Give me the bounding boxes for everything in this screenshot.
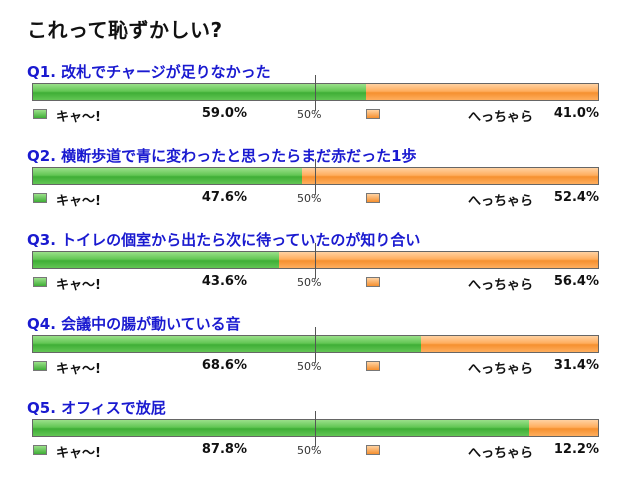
midpoint-tick [315, 411, 316, 447]
legend-swatch-no [366, 445, 380, 455]
value-label-yes: 59.0% [201, 106, 247, 121]
legend-swatch-yes [33, 445, 47, 455]
bar-segment-yes [33, 84, 366, 100]
question-block: Q4. 会議中の腸が動いている音キャ〜! 68.6% 50% へっちゃら 31.4% [27, 313, 602, 399]
midpoint-label: 50% [297, 444, 322, 457]
midpoint-label: 50% [297, 360, 322, 373]
question-label: Q1. 改札でチャージが足りなかった [27, 63, 271, 81]
midpoint-tick [315, 243, 316, 279]
legend-swatch-no [366, 361, 380, 371]
midpoint-tick [315, 75, 316, 111]
question-label: Q4. 会議中の腸が動いている音 [27, 315, 241, 333]
value-label-yes: 87.8% [201, 442, 247, 457]
legend-row: キャ〜! 87.8% 50% へっちゃら 12.2% [27, 441, 602, 461]
question-label: Q3. トイレの個室から出たら次に待っていたのが知り合い [27, 231, 421, 249]
legend-label-no: へっちゃら [468, 110, 534, 125]
bar-segment-no [279, 252, 598, 268]
bar-segment-no [529, 420, 598, 436]
bar-segment-yes [33, 420, 529, 436]
value-label-no: 12.2% [553, 442, 599, 457]
bar-segment-yes [33, 168, 302, 184]
legend-label-yes: キャ〜! [56, 110, 101, 125]
legend-label-yes: キャ〜! [56, 194, 101, 209]
legend-swatch-yes [33, 193, 47, 203]
legend-swatch-yes [33, 277, 47, 287]
midpoint-label: 50% [297, 192, 322, 205]
legend-label-no: へっちゃら [468, 194, 534, 209]
midpoint-label: 50% [297, 276, 322, 289]
legend-label-no: へっちゃら [468, 278, 534, 293]
question-block: Q2. 横断歩道で青に変わったと思ったらまだ赤だった1歩キャ〜! 47.6% 50%… [27, 145, 602, 231]
midpoint-tick [315, 327, 316, 363]
legend-swatch-no [366, 193, 380, 203]
legend-swatch-yes [33, 109, 47, 119]
bar-segment-yes [33, 252, 279, 268]
question-block: Q5. オフィスで放屁キャ〜! 87.8% 50% へっちゃら 12.2% [27, 397, 602, 483]
value-label-no: 31.4% [553, 358, 599, 373]
legend-row: キャ〜! 59.0% 50% へっちゃら 41.0% [27, 105, 602, 125]
legend-row: キャ〜! 68.6% 50% へっちゃら 31.4% [27, 357, 602, 377]
question-label: Q2. 横断歩道で青に変わったと思ったらまだ赤だった1歩 [27, 147, 417, 165]
stacked-bar [32, 251, 599, 269]
legend-row: キャ〜! 47.6% 50% へっちゃら 52.4% [27, 189, 602, 209]
legend-label-yes: キャ〜! [56, 278, 101, 293]
legend-swatch-no [366, 109, 380, 119]
value-label-yes: 47.6% [201, 190, 247, 205]
bar-segment-no [421, 336, 598, 352]
bar-segment-no [366, 84, 598, 100]
midpoint-tick [315, 159, 316, 195]
bar-segment-yes [33, 336, 421, 352]
legend-label-yes: キャ〜! [56, 446, 101, 461]
value-label-no: 56.4% [553, 274, 599, 289]
legend-swatch-yes [33, 361, 47, 371]
bar-segment-no [302, 168, 598, 184]
value-label-yes: 43.6% [201, 274, 247, 289]
question-block: Q1. 改札でチャージが足りなかったキャ〜! 59.0% 50% へっちゃら 41.0% [27, 61, 602, 147]
question-block: Q3. トイレの個室から出たら次に待っていたのが知り合いキャ〜! 43.6% 50%… [27, 229, 602, 315]
chart-title: これって恥ずかしい? [27, 18, 223, 42]
legend-label-yes: キャ〜! [56, 362, 101, 377]
question-label: Q5. オフィスで放屁 [27, 399, 166, 417]
legend-label-no: へっちゃら [468, 362, 534, 377]
legend-swatch-no [366, 277, 380, 287]
legend-label-no: へっちゃら [468, 446, 534, 461]
midpoint-label: 50% [297, 108, 322, 121]
value-label-no: 52.4% [553, 190, 599, 205]
value-label-no: 41.0% [553, 106, 599, 121]
value-label-yes: 68.6% [201, 358, 247, 373]
legend-row: キャ〜! 43.6% 50% へっちゃら 56.4% [27, 273, 602, 293]
